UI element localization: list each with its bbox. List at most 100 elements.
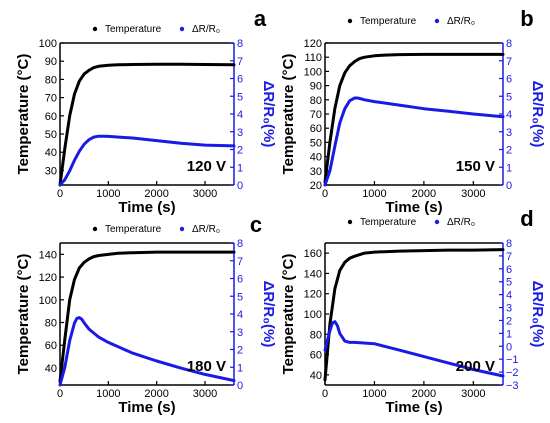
y2-tick-label: 2 [237, 345, 243, 357]
x-tick-label: 1000 [362, 188, 386, 200]
y-tick-label: 60 [310, 350, 322, 362]
y-tick-label: 20 [310, 180, 322, 192]
voltage-label: 200 V [456, 358, 495, 375]
y2-tick-label: 5 [506, 277, 512, 289]
y2-tick-label: 3 [506, 303, 512, 315]
y2-tick-label: 8 [506, 238, 512, 250]
y2-tick-label: 0 [237, 380, 243, 392]
legend-label-temperature: Temperature [105, 24, 162, 35]
chart-panel-c: 0 1000 2000 3000 40 60 80 100 120 140 0 1 2 3 4 5 6 7 8 Tim… [15, 212, 277, 416]
y2-tick-label: 7 [506, 251, 512, 263]
x-tick-label: 0 [57, 188, 63, 200]
y-tick-label: 60 [310, 123, 322, 135]
x-tick-label: 0 [322, 388, 328, 400]
y-tick-label: 80 [45, 318, 57, 330]
legend-marker-temperature [347, 18, 353, 24]
y2-tick-label: 0 [506, 180, 512, 192]
x-tick-label: 2000 [144, 388, 168, 400]
legend-marker-temperature [347, 219, 353, 225]
y2-tick-label: 8 [237, 38, 243, 50]
y-tick-label: 140 [39, 249, 57, 261]
y2-tick-label: 7 [237, 56, 243, 68]
legend-marker-temperature [92, 226, 98, 232]
y-tick-label: 90 [45, 56, 57, 68]
y2-tick-label: 3 [237, 327, 243, 339]
x-tick-label: 1000 [96, 388, 120, 400]
series-line-temperature [58, 250, 236, 384]
x-tick-label: 2000 [412, 188, 436, 200]
series-line-temperature [323, 248, 505, 382]
voltage-label: 150 V [456, 158, 495, 175]
y-axis-label: Temperature (°C) [15, 54, 32, 175]
panel-label: a [254, 6, 267, 31]
x-tick-label: 1000 [96, 188, 120, 200]
y2-tick-label: 5 [506, 91, 512, 103]
y2-tick-label: 2 [506, 145, 512, 157]
chart-panel-b: 0 1000 2000 3000203040506070809010011012001… [280, 6, 546, 216]
y-tick-label: 40 [310, 152, 322, 164]
y2-axis-label: ΔR/R₀(%) [529, 281, 546, 348]
y-tick-label: 70 [310, 109, 322, 121]
y2-tick-label: 6 [506, 74, 512, 86]
legend-marker-resistance [179, 226, 185, 232]
x-axis-label: Time (s) [118, 199, 175, 216]
y2-axis-label: ΔR/R₀(%) [529, 81, 546, 148]
y2-tick-label: 1 [506, 328, 512, 340]
panel-label: b [520, 6, 533, 31]
series-line-temperature [323, 52, 505, 184]
y-tick-label: 120 [304, 289, 322, 301]
y2-tick-label: 6 [237, 74, 243, 86]
panel-label: d [520, 206, 533, 231]
y2-tick-label: 1 [237, 162, 243, 174]
x-tick-label: 2000 [144, 188, 168, 200]
y-tick-label: 40 [45, 363, 57, 375]
voltage-label: 120 V [187, 158, 226, 175]
x-tick-label: 0 [57, 388, 63, 400]
series-line-resistance [323, 96, 505, 187]
y2-tick-label: −1 [506, 354, 519, 366]
y2-tick-label: 4 [237, 109, 243, 121]
y2-tick-label: 0 [237, 180, 243, 192]
y-tick-label: 160 [304, 248, 322, 260]
legend-label-resistance: ΔR/R₀ [447, 217, 475, 228]
series-line-temperature [58, 62, 236, 187]
y-tick-label: 30 [45, 165, 57, 177]
legend-marker-resistance [434, 18, 440, 24]
x-tick-label: 1000 [362, 388, 386, 400]
legend-label-resistance: ΔR/R₀ [447, 16, 475, 27]
y2-tick-label: 3 [506, 127, 512, 139]
y2-tick-label: 6 [506, 264, 512, 276]
y2-tick-label: 7 [237, 256, 243, 268]
legend-marker-resistance [434, 219, 440, 225]
y-tick-label: 50 [310, 137, 322, 149]
x-tick-label: 3000 [461, 188, 485, 200]
legend-label-temperature: Temperature [105, 224, 162, 235]
y2-tick-label: 8 [506, 38, 512, 50]
y2-tick-label: −3 [506, 380, 519, 392]
legend-label-resistance: ΔR/R₀ [192, 24, 220, 35]
chart-panel-a: 0 1000 2000 300030405060708090100012345678T… [15, 6, 277, 216]
y-tick-label: 60 [45, 340, 57, 352]
y-tick-label: 40 [45, 147, 57, 159]
y-tick-label: 30 [310, 166, 322, 178]
series-line-resistance [58, 316, 236, 387]
y-tick-label: 120 [304, 38, 322, 50]
y2-axis-label: ΔR/R₀(%) [260, 81, 277, 148]
y-tick-label: 100 [304, 66, 322, 78]
y2-tick-label: 5 [237, 291, 243, 303]
series-line-resistance [58, 134, 236, 187]
y2-tick-label: 4 [506, 109, 512, 121]
y-tick-label: 100 [39, 38, 57, 50]
y-axis-label: Temperature (°C) [15, 254, 32, 375]
y-tick-label: 80 [45, 74, 57, 86]
y-tick-label: 80 [310, 329, 322, 341]
y2-axis-label: ΔR/R₀(%) [260, 281, 277, 348]
y-tick-label: 90 [310, 81, 322, 93]
y-tick-label: 60 [45, 111, 57, 123]
legend-label-resistance: ΔR/R₀ [192, 224, 220, 235]
x-axis-label: Time (s) [118, 399, 175, 416]
y2-tick-label: 4 [237, 309, 243, 321]
y-tick-label: 70 [45, 93, 57, 105]
y-tick-label: 110 [304, 52, 322, 64]
